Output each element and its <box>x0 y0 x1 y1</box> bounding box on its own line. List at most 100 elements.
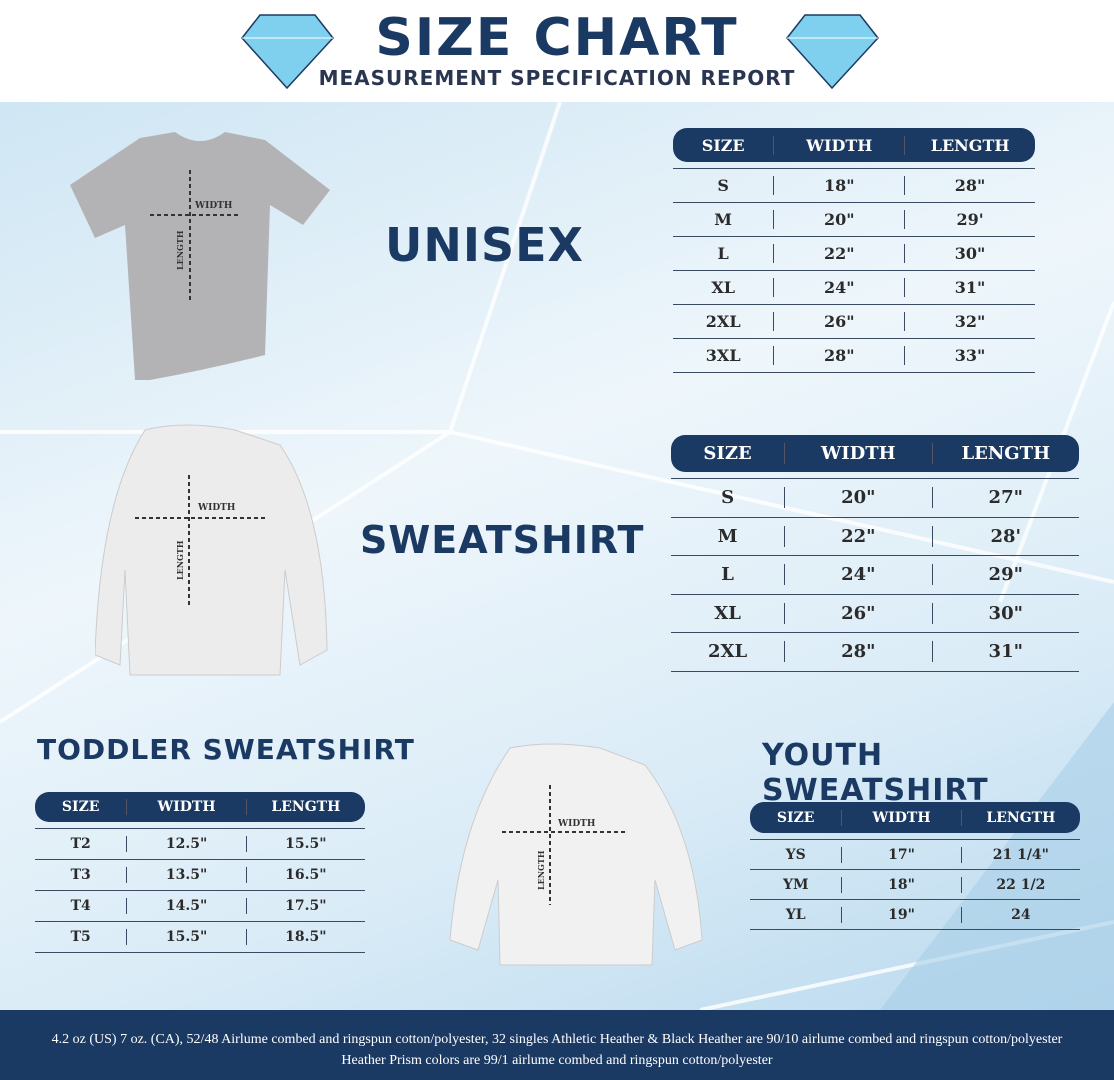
table-row: T5 15.5" 18.5" <box>35 922 365 953</box>
table-cell: XL <box>711 278 735 297</box>
table-cell: 18" <box>841 876 960 893</box>
table-header: SIZE WIDTH LENGTH <box>35 792 365 822</box>
table-cell: L <box>717 244 729 263</box>
column-header: LENGTH <box>931 443 1079 464</box>
table-cell: 2XL <box>705 312 741 331</box>
table-cell: YL <box>785 906 806 923</box>
table-row: XL 26" 30" <box>671 595 1079 633</box>
column-header: SIZE <box>703 443 752 464</box>
column-header: WIDTH <box>784 443 931 464</box>
table-cell: 28" <box>773 346 904 365</box>
table-cell: 29" <box>931 564 1079 586</box>
column-header: WIDTH <box>126 799 245 815</box>
length-label: LENGTH <box>175 540 185 580</box>
table-cell: 21 1/4" <box>960 846 1080 863</box>
table-row: T4 14.5" 17.5" <box>35 891 365 922</box>
table-row: YS 17" 21 1/4" <box>750 840 1080 870</box>
table-cell: 27" <box>931 487 1079 509</box>
table-cell: 17" <box>841 846 960 863</box>
table-row: M 22" 28' <box>671 518 1079 556</box>
table-cell: 28" <box>784 641 931 663</box>
table-cell: 13.5" <box>126 867 245 883</box>
table-cell: XL <box>714 602 741 624</box>
table-row: 2XL 28" 31" <box>671 633 1079 672</box>
table-cell: 18.5" <box>245 929 365 945</box>
table-cell: T2 <box>70 836 91 852</box>
table-cell: 24" <box>784 564 931 586</box>
width-label: WIDTH <box>557 819 596 829</box>
table-cell: YS <box>785 846 806 863</box>
sweatshirt-title: SWEATSHIRT <box>360 518 645 562</box>
column-header: WIDTH <box>773 135 904 155</box>
table-cell: M <box>717 525 738 547</box>
table-cell: T3 <box>70 867 91 883</box>
table-row: T3 13.5" 16.5" <box>35 860 365 891</box>
tshirt-image: WIDTH LENGTH <box>70 132 330 380</box>
width-label: WIDTH <box>194 201 233 211</box>
column-header: LENGTH <box>960 809 1080 826</box>
table-cell: 12.5" <box>126 836 245 852</box>
diamond-icon <box>786 14 879 90</box>
column-header: LENGTH <box>904 135 1035 155</box>
length-label: LENGTH <box>175 230 185 270</box>
table-cell: 18" <box>773 176 904 195</box>
table-cell: 30" <box>904 244 1035 263</box>
table-cell: YM <box>782 876 809 893</box>
table-row: L 24" 29" <box>671 556 1079 595</box>
table-cell: S <box>717 176 729 195</box>
table-cell: 19" <box>841 906 960 923</box>
table-header: SIZE WIDTH LENGTH <box>750 802 1080 833</box>
table-cell: 29' <box>904 210 1035 229</box>
column-header: SIZE <box>776 809 815 826</box>
table-row: YL 19" 24 <box>750 900 1080 930</box>
table-cell: 28' <box>931 525 1079 547</box>
table-cell: 22" <box>784 525 931 547</box>
table-cell: T4 <box>70 898 91 914</box>
table-row: M 20" 29' <box>673 203 1035 237</box>
table-cell: 31" <box>931 641 1079 663</box>
column-header: WIDTH <box>841 809 960 826</box>
table-cell: 2XL <box>707 641 748 663</box>
table-cell: 22" <box>773 244 904 263</box>
toddler-title: TODDLER SWEATSHIRT <box>37 733 415 766</box>
table-cell: 20" <box>784 487 931 509</box>
table-row: T2 12.5" 15.5" <box>35 829 365 860</box>
table-cell: 22 1/2 <box>960 876 1080 893</box>
table-cell: 31" <box>904 278 1035 297</box>
table-cell: 3XL <box>705 346 741 365</box>
table-cell: 33" <box>904 346 1035 365</box>
youth-sweatshirt-image: WIDTH LENGTH <box>449 743 703 966</box>
table-cell: M <box>714 210 733 229</box>
youth-title: YOUTH SWEATSHIRT <box>762 738 989 808</box>
table-cell: 14.5" <box>126 898 245 914</box>
column-header: LENGTH <box>245 799 365 815</box>
table-row: S 20" 27" <box>671 479 1079 518</box>
table-cell: 28" <box>904 176 1035 195</box>
table-cell: S <box>721 487 735 509</box>
table-row: 2XL 26" 32" <box>673 305 1035 339</box>
length-label: LENGTH <box>536 850 546 890</box>
sweatshirt-image: WIDTH LENGTH <box>95 424 328 676</box>
table-cell: 26" <box>773 312 904 331</box>
toddler-size-table: SIZE WIDTH LENGTH T2 12.5" 15.5" T3 13.5" 16.5" T… <box>35 792 365 953</box>
sweatshirt-size-table: SIZE WIDTH LENGTH S 20" 27" M 22" 28' L 24" 29" XL 26… <box>671 435 1079 672</box>
page-title: SIZE CHART <box>375 8 739 68</box>
table-cell: 24 <box>960 906 1080 923</box>
header: SIZE CHART MEASUREMENT SPECIFICATION REP… <box>0 0 1114 102</box>
table-cell: 24" <box>773 278 904 297</box>
diamond-icon <box>241 14 334 90</box>
unisex-title: UNISEX <box>385 218 584 272</box>
table-row: L 22" 30" <box>673 237 1035 271</box>
table-cell: 16.5" <box>245 867 365 883</box>
table-cell: 20" <box>773 210 904 229</box>
youth-size-table: SIZE WIDTH LENGTH YS 17" 21 1/4" YM 18" 22 1/2 YL… <box>750 802 1080 930</box>
table-cell: 17.5" <box>245 898 365 914</box>
table-cell: 30" <box>931 602 1079 624</box>
footer-fabric-note: 4.2 oz (US) 7 oz. (CA), 52/48 Airlume co… <box>0 1010 1114 1080</box>
table-header: SIZE WIDTH LENGTH <box>673 128 1035 162</box>
column-header: SIZE <box>701 135 745 155</box>
table-cell: 15.5" <box>126 929 245 945</box>
table-row: XL 24" 31" <box>673 271 1035 305</box>
table-cell: 15.5" <box>245 836 365 852</box>
width-label: WIDTH <box>197 503 236 513</box>
